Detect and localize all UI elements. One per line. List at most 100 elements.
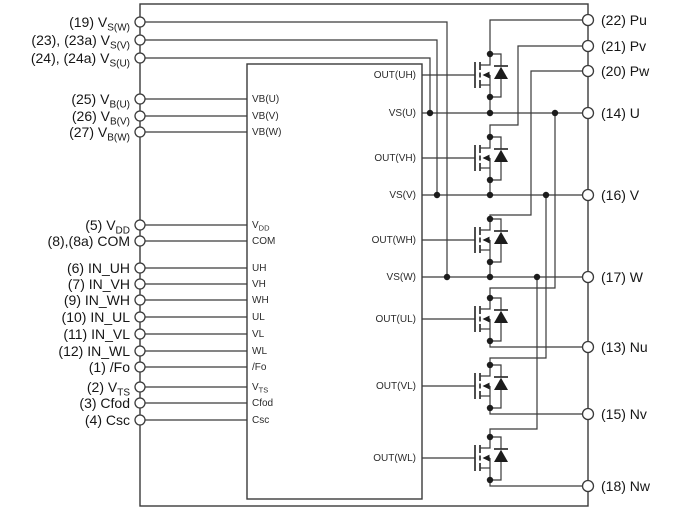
ic-pin-vs-v: VS(V) xyxy=(389,190,416,201)
pin-label-16: (16) V xyxy=(601,187,640,203)
wire-pw-drain xyxy=(489,70,588,219)
pin-label-2: (2) VTS xyxy=(87,379,130,399)
ic-pin-cfod: Cfod xyxy=(252,398,273,409)
junction-dot xyxy=(433,191,441,199)
wire-wl-source-nw xyxy=(489,480,588,487)
wire-vsw-pin19 xyxy=(140,21,448,277)
junction-dot xyxy=(486,273,494,281)
ic-pin-out-ul: OUT(UL) xyxy=(375,314,416,325)
left-terminals xyxy=(134,16,146,426)
ic-pin-vbw: VB(W) xyxy=(252,127,281,138)
junction-dot xyxy=(486,191,494,199)
wire-ul-source-nu xyxy=(489,341,588,348)
mosfet-wl xyxy=(421,432,509,485)
terminal-circle-4 xyxy=(134,414,146,426)
terminal-circle-1 xyxy=(134,361,146,373)
junction-dot xyxy=(533,273,541,281)
terminal-circle-6 xyxy=(134,262,146,274)
right-pin-labels: (22) Pu (21) Pv (20) Pw (14) U (16) V (1… xyxy=(601,12,651,494)
junction-dot xyxy=(443,273,451,281)
ic-pin-com: COM xyxy=(252,236,275,247)
pin-label-3: (3) Cfod xyxy=(79,395,130,411)
ic-pin-vs-u: VS(U) xyxy=(389,108,416,119)
mosfet-wh xyxy=(421,214,509,267)
pin-label-7: (7) IN_VH xyxy=(68,276,130,292)
pin-label-27: (27) VB(W) xyxy=(69,124,130,144)
pin-label-18: (18) Nw xyxy=(601,478,651,494)
terminal-circle-5 xyxy=(134,219,146,231)
junction-dots xyxy=(426,109,559,281)
terminal-circle-3 xyxy=(134,397,146,409)
pin-label-10: (10) IN_UL xyxy=(62,309,131,325)
pin-label-6: (6) IN_UH xyxy=(67,260,130,276)
pin-label-12: (12) IN_WL xyxy=(58,343,130,359)
wire-vl-drain xyxy=(489,195,547,365)
pin-label-1: (1) /Fo xyxy=(89,359,130,375)
terminal-circle-22 xyxy=(581,13,595,27)
terminal-circle-16 xyxy=(581,188,595,202)
terminal-circle-12 xyxy=(134,345,146,357)
pin-label-5: (5) VDD xyxy=(85,217,130,237)
left-pin-labels: (19) VS(W) (23), (23a) VS(V) (24), (24a)… xyxy=(31,14,130,428)
wire-ul-drain xyxy=(489,113,556,298)
pin-label-26: (26) VB(V) xyxy=(72,108,130,128)
terminal-circle-27 xyxy=(134,126,146,138)
terminal-circle-7 xyxy=(134,278,146,290)
terminal-circle-9 xyxy=(134,294,146,306)
ic-pin-vdd: VDD xyxy=(252,220,270,233)
pin-label-8: (8),(8a) COM xyxy=(48,233,130,249)
mosfet-uh xyxy=(421,49,509,102)
terminal-circle-8 xyxy=(134,235,146,247)
junction-dot xyxy=(426,109,434,117)
wire-vl-source-nv xyxy=(489,408,588,415)
terminal-circle-19 xyxy=(134,16,146,28)
pin-label-9: (9) IN_WH xyxy=(64,292,130,308)
terminal-circle-26 xyxy=(134,110,146,122)
terminal-circle-14 xyxy=(581,106,595,120)
ic-pin-vs-w: VS(W) xyxy=(387,272,416,283)
junction-dot xyxy=(551,109,559,117)
mosfet-vh xyxy=(421,132,509,185)
pin-label-21: (21) Pv xyxy=(601,38,646,54)
right-terminals xyxy=(581,13,595,493)
ic-pin-vl: VL xyxy=(252,329,265,340)
terminal-circle-11 xyxy=(134,328,146,340)
terminal-circle-15 xyxy=(581,407,595,421)
mosfet-ul xyxy=(421,293,509,346)
ic-pin-fo: /Fo xyxy=(252,362,267,373)
junction-dot xyxy=(542,191,550,199)
ic-pin-vbv: VB(V) xyxy=(252,111,279,122)
wire-pv-drain xyxy=(489,45,588,137)
pin-label-14: (14) U xyxy=(601,105,640,121)
pin-label-24: (24), (24a) VS(U) xyxy=(31,50,130,70)
ic-right-labels: OUT(UH) VS(U) OUT(VH) VS(V) OUT(WH) VS(W… xyxy=(372,70,416,464)
pin-label-4: (4) Csc xyxy=(85,412,130,428)
terminal-circle-23 xyxy=(134,34,146,46)
terminal-circle-18 xyxy=(581,479,595,493)
module-outline-box xyxy=(139,3,589,507)
terminal-circle-10 xyxy=(134,311,146,323)
pin-label-13: (13) Nu xyxy=(601,339,648,355)
pin-label-20: (20) Pw xyxy=(601,63,650,79)
ic-pin-csc: Csc xyxy=(252,415,269,426)
wire-pu-drain xyxy=(489,19,588,54)
mosfet-vl xyxy=(421,360,509,413)
pin-label-11: (11) IN_VL xyxy=(63,326,130,342)
wire-vsu-pin24 xyxy=(140,57,431,113)
ic-pin-out-vl: OUT(VL) xyxy=(376,381,416,392)
ic-pin-wl: WL xyxy=(252,346,267,357)
pin-label-22: (22) Pu xyxy=(601,12,647,28)
ic-pin-wh: WH xyxy=(252,295,269,306)
ic-pin-vbu: VB(U) xyxy=(252,94,279,105)
terminal-circle-17 xyxy=(581,270,595,284)
wires xyxy=(140,19,588,487)
junction-dot xyxy=(486,109,494,117)
terminal-circle-21 xyxy=(581,39,595,53)
ic-left-labels: VB(U) VB(V) VB(W) VDD COM UH VH WH UL VL… xyxy=(252,94,281,426)
ic-pin-out-uh: OUT(UH) xyxy=(374,70,416,81)
terminal-circle-25 xyxy=(134,93,146,105)
ic-pin-vts: VTS xyxy=(252,382,268,395)
pin-label-19: (19) VS(W) xyxy=(69,14,130,34)
terminal-circle-13 xyxy=(581,340,595,354)
